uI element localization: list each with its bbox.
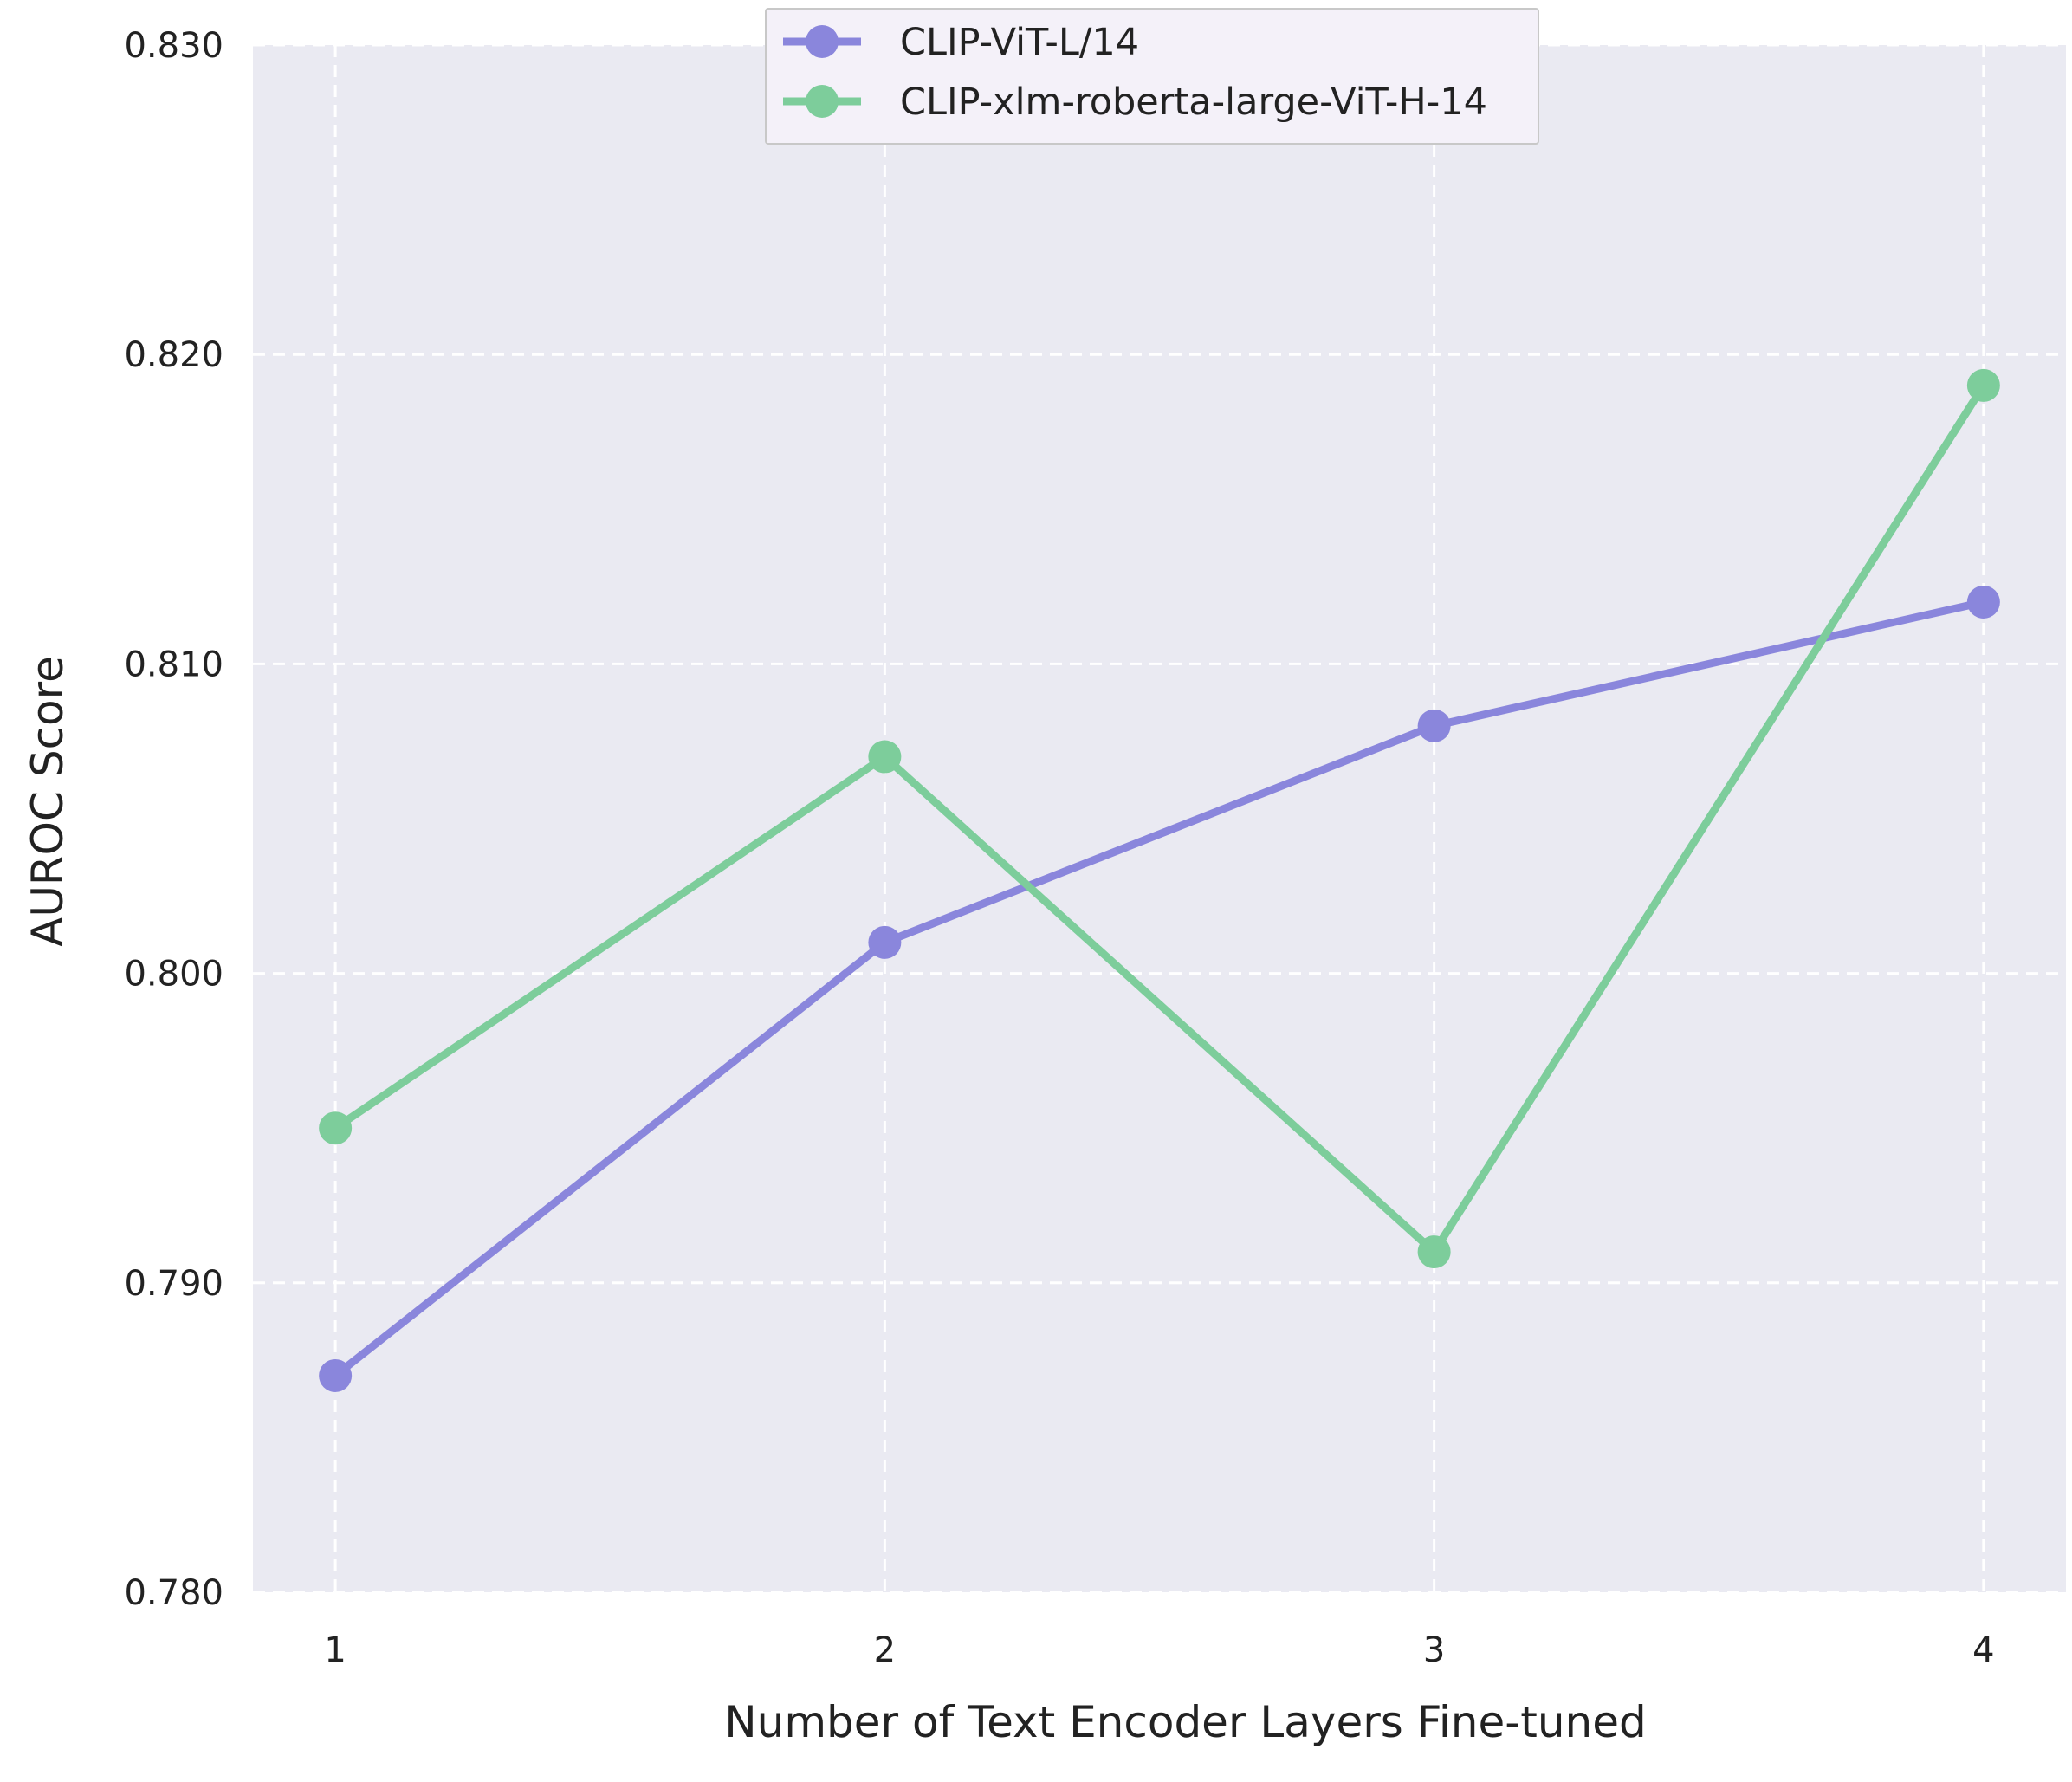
legend-marker-clip-vit-l-14 [806, 25, 839, 58]
x-axis-label: Number of Text Encoder Layers Fine-tuned [724, 1697, 1647, 1747]
data-point [1966, 585, 2000, 619]
series-1 [319, 368, 2000, 1269]
plot-area [253, 45, 2066, 1592]
data-point [1417, 1235, 1451, 1269]
data-point [868, 740, 902, 774]
series-line [331, 381, 1988, 1256]
data-point [1417, 709, 1451, 742]
y-tick-label: 0.830 [124, 26, 223, 66]
data-point [868, 925, 902, 959]
y-axis-label: AUROC Score [23, 656, 73, 947]
data-point [319, 1358, 353, 1392]
x-tick-label: 1 [324, 1630, 346, 1670]
legend: CLIP-ViT-L/14 CLIP-xlm-roberta-large-ViT… [765, 8, 1539, 145]
legend-label-clip-vit-l-14: CLIP-ViT-L/14 [900, 21, 1139, 64]
y-tick-label: 0.780 [124, 1573, 223, 1613]
x-tick-label: 3 [1423, 1630, 1445, 1670]
legend-marker-clip-xlm-roberta [806, 85, 839, 118]
legend-box [765, 8, 1539, 145]
x-tick-label: 2 [874, 1630, 896, 1670]
y-tick-label: 0.810 [124, 645, 223, 684]
series-group [319, 368, 2000, 1392]
series-line [331, 598, 1988, 1380]
data-point [1966, 368, 2000, 402]
y-tick-label: 0.790 [124, 1264, 223, 1304]
x-axis-ticks: 1 2 3 4 [324, 1630, 1994, 1670]
y-tick-label: 0.800 [124, 955, 223, 995]
y-tick-label: 0.820 [124, 335, 223, 375]
series-0 [319, 585, 2000, 1392]
x-tick-label: 4 [1972, 1630, 1994, 1670]
data-point [319, 1111, 353, 1145]
legend-label-clip-xlm-roberta: CLIP-xlm-roberta-large-ViT-H-14 [900, 81, 1487, 124]
y-axis-ticks: 0.780 0.790 0.800 0.810 0.820 0.830 [124, 26, 223, 1613]
